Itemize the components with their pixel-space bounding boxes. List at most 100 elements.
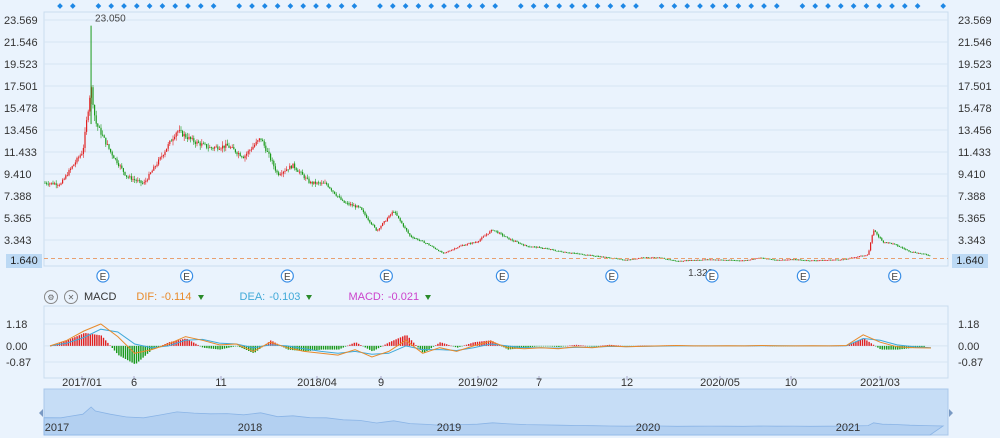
candle-body bbox=[207, 147, 209, 149]
candle-body bbox=[135, 180, 137, 181]
candle-body bbox=[422, 240, 424, 242]
candle-body bbox=[695, 260, 697, 261]
candle-body bbox=[378, 228, 380, 230]
dea-legend[interactable]: DEA: -0.103 bbox=[240, 291, 313, 303]
candle-body bbox=[54, 183, 56, 185]
candle-body bbox=[356, 205, 358, 208]
event-marker bbox=[415, 3, 422, 9]
macd-bar bbox=[364, 345, 366, 348]
macd-bar bbox=[377, 345, 380, 349]
macd-bar bbox=[234, 345, 237, 347]
macd-bar bbox=[237, 345, 239, 347]
macd-bar bbox=[413, 342, 415, 346]
candle-body bbox=[401, 220, 403, 224]
candle-body bbox=[343, 200, 345, 203]
candle-body bbox=[60, 183, 62, 185]
candle-body bbox=[913, 251, 915, 253]
macd-bar bbox=[454, 345, 457, 348]
candle-body bbox=[898, 246, 900, 248]
candle-body bbox=[553, 249, 555, 251]
candle-body bbox=[641, 257, 643, 259]
candle-body bbox=[350, 204, 352, 205]
y-tick-label-right: 3.343 bbox=[958, 235, 986, 247]
macd-legend[interactable]: MACD: -0.021 bbox=[348, 291, 432, 303]
candle-body bbox=[172, 139, 174, 142]
candle-body bbox=[878, 234, 880, 237]
macd-bar bbox=[857, 340, 859, 346]
macd-bar bbox=[921, 345, 923, 348]
candle-body bbox=[409, 233, 411, 236]
candle-body bbox=[918, 253, 920, 254]
candle-body bbox=[873, 230, 875, 236]
candle-body bbox=[249, 150, 251, 152]
candle-body bbox=[910, 251, 912, 253]
macd-bar bbox=[859, 339, 861, 346]
candle-body bbox=[833, 259, 835, 261]
candle-body bbox=[722, 259, 724, 261]
settings-icon[interactable]: ⚙ bbox=[44, 290, 58, 304]
candle-body bbox=[871, 235, 873, 243]
candle-body bbox=[386, 218, 388, 222]
macd-bar bbox=[270, 340, 272, 346]
candle-body bbox=[122, 168, 124, 172]
macd-bar bbox=[232, 345, 234, 347]
candle-body bbox=[321, 182, 323, 184]
candle-body bbox=[894, 243, 896, 245]
candle-body bbox=[105, 137, 107, 145]
macd-bar bbox=[157, 345, 160, 347]
candle-body bbox=[686, 260, 688, 262]
candle-body bbox=[332, 190, 334, 192]
candle-body bbox=[575, 253, 577, 254]
macd-bar bbox=[89, 333, 91, 346]
candle-body bbox=[495, 230, 497, 232]
candle-body bbox=[97, 123, 99, 127]
candle-body bbox=[383, 221, 385, 224]
candle-body bbox=[473, 242, 475, 244]
candle-body bbox=[751, 258, 753, 260]
candle-body bbox=[673, 260, 675, 261]
macd-bar bbox=[602, 345, 604, 347]
macd-bar bbox=[465, 344, 468, 346]
candle-body bbox=[540, 247, 542, 249]
candle-body bbox=[415, 238, 417, 240]
close-icon[interactable]: ✕ bbox=[64, 290, 78, 304]
candle-body bbox=[834, 259, 836, 261]
candle-body bbox=[390, 214, 392, 216]
candle-body bbox=[183, 134, 185, 137]
macd-bar bbox=[327, 345, 329, 350]
candle-body bbox=[102, 134, 104, 136]
candle-body bbox=[671, 259, 673, 261]
macd-bar bbox=[393, 340, 395, 346]
event-marker bbox=[658, 3, 665, 9]
candle-body bbox=[239, 153, 241, 157]
candle-body bbox=[241, 156, 243, 157]
event-marker bbox=[172, 3, 179, 9]
macd-bar bbox=[228, 345, 230, 348]
candle-body bbox=[577, 253, 579, 255]
macd-bar bbox=[591, 345, 593, 347]
macd-bar bbox=[875, 345, 877, 347]
candle-body bbox=[844, 258, 846, 260]
macd-bar bbox=[311, 345, 314, 351]
macd-bar bbox=[98, 335, 100, 346]
candle-body bbox=[465, 244, 467, 246]
dif-legend[interactable]: DIF: -0.114 bbox=[136, 291, 204, 303]
candle-body bbox=[279, 174, 281, 176]
macd-bar bbox=[322, 345, 325, 350]
event-e-letter: E bbox=[284, 272, 291, 283]
candle-body bbox=[633, 258, 635, 260]
event-marker bbox=[236, 3, 243, 9]
candle-body bbox=[623, 259, 625, 261]
event-marker bbox=[543, 3, 550, 9]
event-marker bbox=[607, 3, 614, 9]
candle-body bbox=[929, 255, 931, 257]
candle-body bbox=[642, 257, 644, 259]
macd-bar bbox=[571, 345, 573, 346]
candle-body bbox=[447, 251, 449, 253]
candle-body bbox=[487, 233, 489, 235]
macd-bar bbox=[94, 334, 96, 346]
macd-bar bbox=[179, 339, 182, 346]
candle-body bbox=[505, 236, 507, 238]
candle-body bbox=[750, 259, 752, 261]
